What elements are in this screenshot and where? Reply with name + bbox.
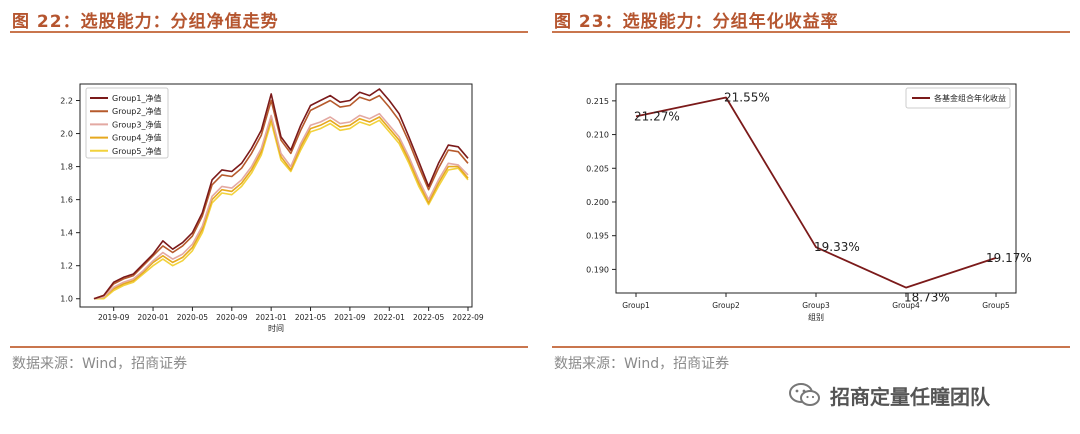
x-tick-label: 2020-09 [216, 313, 248, 322]
y-tick-label: 0.195 [586, 232, 609, 241]
right-figure-title: 图 23：选股能力：分组年化收益率 [554, 12, 839, 32]
data-label: 21.27% [634, 109, 680, 123]
data-label: 18.73% [904, 291, 950, 305]
x-tick-label: 2021-05 [295, 313, 327, 322]
legend: Group1_净值 Group2_净值 Group3_净值 Group4_净值 Grou… [85, 87, 169, 159]
y-tick-label: 1.2 [60, 262, 73, 271]
left-figure-title: 图 22：选股能力：分组净值走势 [12, 12, 279, 32]
legend-label: Group3_净值 [112, 119, 161, 129]
x-tick-label: Group5 [982, 301, 1010, 310]
x-axis-label: 组别 [808, 312, 824, 322]
return-line-chart: 0.190 0.195 0.200 0.205 0.210 0.215 Group1 Grou… [586, 83, 1032, 322]
series-line [93, 116, 469, 300]
right-source-text: 数据来源：Wind，招商证券 [554, 356, 730, 372]
series-line [93, 88, 469, 300]
watermark-text: 招商定量任瞳团队 [830, 384, 990, 409]
legend-box [905, 87, 1011, 109]
x-tick-label: Group2 [712, 301, 740, 310]
series-line [635, 96, 997, 289]
wechat-icon [789, 383, 820, 406]
y-tick-label: 1.8 [60, 163, 73, 172]
legend-label: 各基金组合年化收益 [934, 93, 1006, 103]
right-title-rule [552, 31, 1070, 33]
legend: 各基金组合年化收益 [905, 87, 1011, 109]
data-label: 19.17% [986, 251, 1032, 265]
x-tick-label: 2021-01 [255, 313, 287, 322]
y-tick-label: 0.190 [586, 265, 609, 274]
y-tick-label: 1.6 [60, 196, 73, 205]
y-tick-label: 0.210 [586, 131, 609, 140]
y-tick-label: 0.215 [586, 97, 609, 106]
x-tick-label: 2021-09 [334, 313, 366, 322]
left-source-text: 数据来源：Wind，招商证券 [12, 356, 188, 372]
x-tick-label: 2022-09 [452, 313, 484, 322]
legend-label: Group4_净值 [112, 133, 161, 143]
legend-label: Group2_净值 [112, 106, 161, 116]
watermark: 招商定量任瞳团队 [788, 378, 1048, 412]
data-label: 21.55% [724, 90, 770, 104]
x-tick-label: 2020-05 [177, 313, 209, 322]
x-tick-label: Group1 [622, 301, 650, 310]
legend-label: Group5_净值 [112, 146, 161, 156]
y-tick-label: 1.0 [60, 295, 73, 304]
y-tick-label: 1.4 [60, 229, 73, 238]
y-tick-label: 2.2 [60, 97, 73, 106]
legend-box [85, 87, 169, 159]
plot-frame [79, 83, 473, 308]
nav-line-chart: 1.0 1.2 1.4 1.6 1.8 2.0 2.2 2019-09 2020-01 2020-… [60, 83, 484, 333]
x-tick-label: Group4 [892, 301, 920, 310]
series-line [93, 112, 469, 300]
x-tick-label: Group3 [802, 301, 830, 310]
data-label: 19.33% [814, 240, 860, 254]
left-title-rule [10, 31, 528, 33]
x-tick-label: 2022-05 [413, 313, 445, 322]
right-source-rule [552, 346, 1070, 348]
x-axis-label: 时间 [268, 323, 284, 333]
left-source-rule [10, 346, 528, 348]
y-tick-label: 0.205 [586, 164, 609, 173]
legend-label: Group1_净值 [112, 93, 161, 103]
x-tick-label: 2020-01 [137, 313, 169, 322]
series-line [93, 94, 469, 300]
series-line [94, 119, 469, 300]
x-tick-label: 2019-09 [98, 313, 130, 322]
x-tick-label: 2022-01 [374, 313, 406, 322]
y-tick-label: 2.0 [60, 130, 73, 139]
y-tick-label: 0.200 [586, 198, 609, 207]
